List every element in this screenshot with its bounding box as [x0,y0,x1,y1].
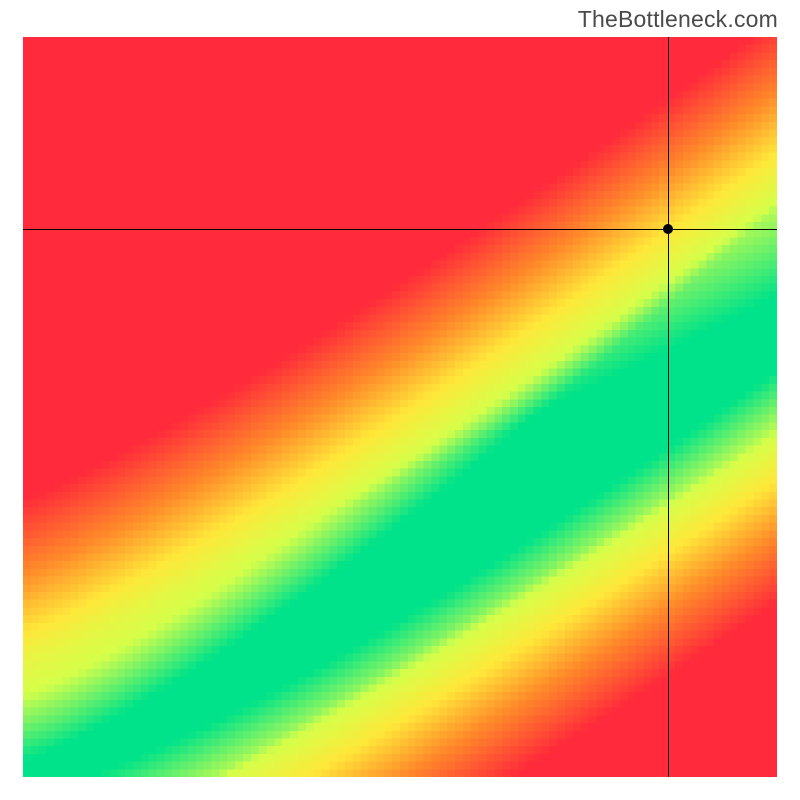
crosshair-vertical [668,37,669,777]
selection-marker [663,224,673,234]
bottleneck-heatmap [23,37,777,777]
watermark-text: TheBottleneck.com [578,6,778,33]
heatmap-canvas [23,37,777,777]
